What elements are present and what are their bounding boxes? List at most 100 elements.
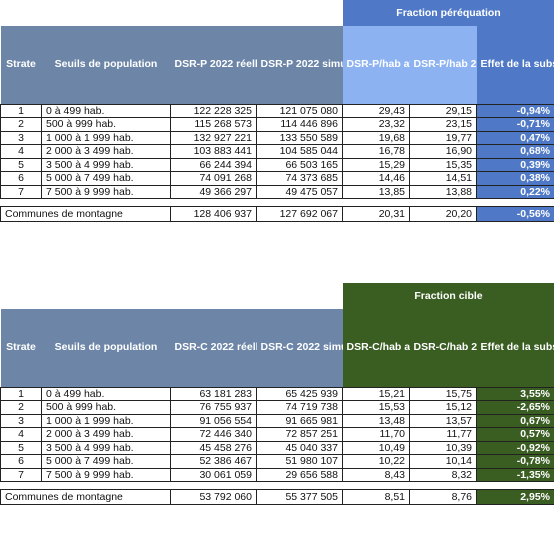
cell-hab-reelle: 23,32 [342,117,410,132]
cell-hab-reelle: 11,70 [342,427,410,442]
cell-reelle: 91 056 554 [170,413,257,428]
cell-effet: -0,78% [476,454,554,469]
cell-reelle: 72 446 340 [170,427,257,442]
cell-reelle: 76 755 937 [170,400,257,415]
col-reelle-header: DSR-P 2022 réelle [170,26,257,104]
cell-seuil: 3 500 à 4 999 hab. [41,157,171,172]
cell-seuil: 1 000 à 1 999 hab. [41,130,171,145]
cell-strate: 5 [0,440,42,455]
summary-hab-simulee: 20,20 [409,206,477,222]
summary-row: Communes de montagne 128 406 937 127 692… [0,206,554,222]
summary-hab-reelle: 20,31 [342,206,410,222]
cell-simulee: 45 040 337 [256,440,343,455]
cell-seuil: 0 à 499 hab. [41,386,171,401]
cell-effet: -2,65% [476,400,554,415]
col-reelle-header: DSR-C 2022 réelle [170,309,257,387]
cell-reelle: 52 386 467 [170,454,257,469]
col-simulee-header: DSR-P 2022 simulée [256,26,343,104]
cell-hab-simulee: 11,77 [409,427,477,442]
cell-effet: -0,92% [476,440,554,455]
cell-effet: 0,67% [476,413,554,428]
cell-hab-simulee: 13,57 [409,413,477,428]
cell-reelle: 132 927 221 [170,130,257,145]
cell-hab-reelle: 8,43 [342,467,410,482]
cell-simulee: 104 585 044 [256,144,343,159]
cell-hab-simulee: 10,39 [409,440,477,455]
cell-hab-reelle: 10,49 [342,440,410,455]
cell-strate: 4 [0,144,42,159]
cell-seuil: 500 à 999 hab. [41,400,171,415]
cell-strate: 7 [0,467,42,482]
cell-hab-simulee: 15,35 [409,157,477,172]
summary-label: Communes de montagne [0,489,171,505]
cell-hab-simulee: 14,51 [409,171,477,186]
cell-reelle: 49 366 297 [170,184,257,199]
cell-strate: 4 [0,427,42,442]
summary-effet: -0,56% [475,206,554,222]
cell-seuil: 5 000 à 7 499 hab. [41,454,171,469]
cell-seuil: 7 500 à 9 999 hab. [41,467,171,482]
cell-hab-reelle: 10,22 [342,454,410,469]
col-effet-header: Effet de la substitution [476,309,554,387]
summary-hab-reelle: 8,51 [342,489,410,505]
cell-simulee: 49 475 057 [256,184,343,199]
cell-simulee: 29 656 588 [256,467,343,482]
col-effet-header: Effet de la substitution [476,26,554,104]
cell-strate: 3 [0,413,42,428]
summary-row: Communes de montagne 53 792 060 55 377 5… [0,489,554,505]
cell-strate: 3 [0,130,42,145]
cell-seuil: 0 à 499 hab. [41,103,171,118]
cell-reelle: 74 091 268 [170,171,257,186]
cell-hab-simulee: 8,32 [409,467,477,482]
cell-strate: 5 [0,157,42,172]
summary-simulee: 55 377 505 [256,489,343,505]
cell-simulee: 66 503 165 [256,157,343,172]
band-title: Fraction cible [342,283,554,309]
col-hab-reelle-header: DSR-P/hab avec voirie (réelle) [342,26,410,104]
cell-strate: 1 [0,386,42,401]
cell-strate: 2 [0,117,42,132]
cell-strate: 1 [0,103,42,118]
cell-reelle: 115 268 573 [170,117,257,132]
cell-effet: 0,38% [475,171,554,186]
cell-effet: -0,71% [475,117,554,132]
cell-hab-reelle: 15,29 [342,157,410,172]
col-strate-header: Strate [0,26,42,104]
cell-strate: 6 [0,454,42,469]
cell-reelle: 45 458 276 [170,440,257,455]
col-hab-simulee-header: DSR-P/hab 2022 simulée [409,26,477,104]
cell-hab-simulee: 16,90 [409,144,477,159]
cell-simulee: 65 425 939 [256,386,343,401]
cell-reelle: 63 181 283 [170,386,257,401]
cell-hab-reelle: 29,43 [342,103,410,118]
col-hab-simulee-header: DSR-C/hab 2022 simulée [409,309,477,387]
cell-effet: 0,39% [475,157,554,172]
col-strate-header: Strate [0,309,42,387]
table-fraction-perequation: Fraction péréquation Strate Seuils de po… [0,0,554,222]
cell-seuil: 1 000 à 1 999 hab. [41,413,171,428]
cell-hab-simulee: 15,12 [409,400,477,415]
cell-seuil: 2 000 à 3 499 hab. [41,144,171,159]
cell-hab-simulee: 10,14 [409,454,477,469]
cell-effet: -1,35% [476,467,554,482]
cell-hab-reelle: 14,46 [342,171,410,186]
cell-seuil: 3 500 à 4 999 hab. [41,440,171,455]
cell-hab-simulee: 19,77 [409,130,477,145]
summary-hab-simulee: 8,76 [409,489,477,505]
cell-seuil: 2 000 à 3 499 hab. [41,427,171,442]
summary-simulee: 127 692 067 [256,206,343,222]
cell-effet: 0,22% [475,184,554,199]
summary-label: Communes de montagne [0,206,171,222]
cell-reelle: 30 061 059 [170,467,257,482]
cell-hab-reelle: 13,48 [342,413,410,428]
cell-simulee: 72 857 251 [256,427,343,442]
cell-simulee: 114 446 896 [256,117,343,132]
band-title: Fraction péréquation [342,0,554,26]
col-simulee-header: DSR-C 2022 simulée [256,309,343,387]
